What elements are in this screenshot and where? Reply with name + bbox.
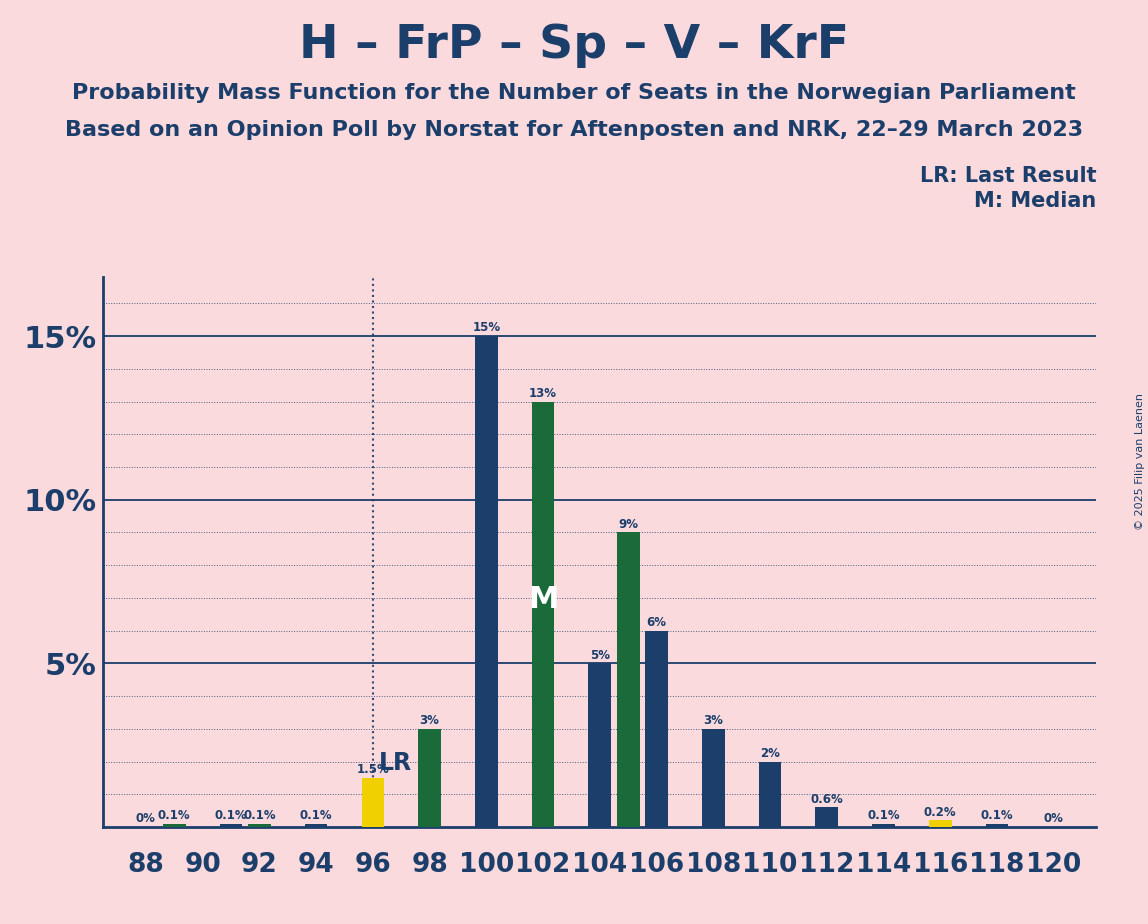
- Text: LR: LR: [379, 750, 412, 774]
- Text: Probability Mass Function for the Number of Seats in the Norwegian Parliament: Probability Mass Function for the Number…: [72, 83, 1076, 103]
- Bar: [616, 532, 639, 827]
- Text: 5%: 5%: [590, 649, 610, 662]
- Text: 0.2%: 0.2%: [924, 806, 956, 819]
- Bar: [532, 402, 554, 827]
- Text: 15%: 15%: [472, 322, 501, 334]
- Bar: [759, 761, 782, 827]
- Bar: [418, 729, 441, 827]
- Text: 3%: 3%: [420, 714, 440, 727]
- Text: 0%: 0%: [135, 812, 156, 825]
- Text: 1.5%: 1.5%: [357, 763, 389, 776]
- Bar: [872, 823, 895, 827]
- Text: 0.1%: 0.1%: [867, 809, 900, 822]
- Bar: [986, 823, 1008, 827]
- Text: 0.1%: 0.1%: [243, 809, 276, 822]
- Bar: [645, 631, 668, 827]
- Text: 0.1%: 0.1%: [980, 809, 1014, 822]
- Text: 0.1%: 0.1%: [158, 809, 191, 822]
- Text: © 2025 Filip van Laenen: © 2025 Filip van Laenen: [1134, 394, 1145, 530]
- Text: 9%: 9%: [619, 517, 638, 530]
- Bar: [589, 663, 611, 827]
- Bar: [815, 808, 838, 827]
- Text: 0.6%: 0.6%: [810, 793, 843, 806]
- Text: H – FrP – Sp – V – KrF: H – FrP – Sp – V – KrF: [298, 23, 850, 68]
- Text: 0.1%: 0.1%: [300, 809, 333, 822]
- Text: 2%: 2%: [760, 747, 779, 760]
- Text: LR: Last Result: LR: Last Result: [920, 166, 1096, 187]
- Bar: [248, 823, 271, 827]
- Bar: [929, 821, 952, 827]
- Text: 6%: 6%: [646, 616, 667, 629]
- Bar: [701, 729, 724, 827]
- Bar: [304, 823, 327, 827]
- Text: Based on an Opinion Poll by Norstat for Aftenposten and NRK, 22–29 March 2023: Based on an Opinion Poll by Norstat for …: [65, 120, 1083, 140]
- Text: 13%: 13%: [529, 387, 557, 400]
- Text: 0.1%: 0.1%: [215, 809, 247, 822]
- Bar: [362, 778, 385, 827]
- Text: 3%: 3%: [704, 714, 723, 727]
- Bar: [219, 823, 242, 827]
- Text: M: M: [528, 585, 558, 614]
- Bar: [163, 823, 186, 827]
- Text: 0%: 0%: [1044, 812, 1064, 825]
- Text: M: Median: M: Median: [975, 191, 1096, 212]
- Bar: [475, 336, 498, 827]
